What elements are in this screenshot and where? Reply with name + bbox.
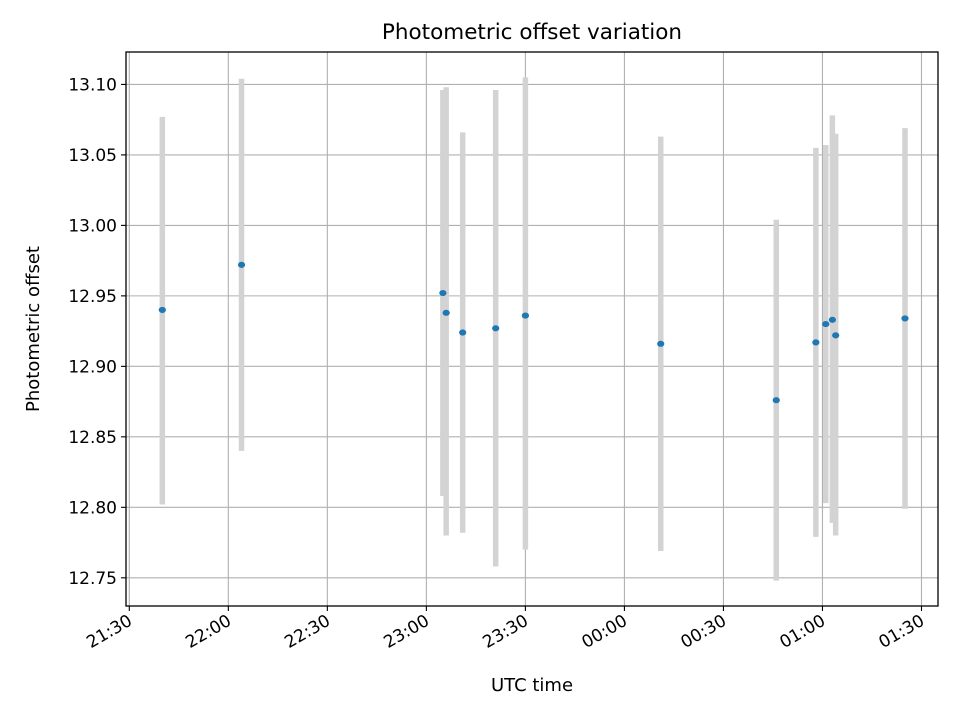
- y-tick-label: 12.75: [68, 569, 117, 589]
- data-point: [822, 320, 830, 328]
- data-point: [901, 315, 909, 322]
- y-tick-label: 12.80: [68, 498, 117, 518]
- chart-title: Photometric offset variation: [382, 20, 682, 45]
- data-point: [832, 332, 840, 339]
- data-point: [828, 316, 836, 323]
- data-point: [442, 309, 450, 316]
- data-point: [158, 306, 166, 314]
- y-tick-label: 12.90: [68, 357, 117, 377]
- y-tick-label: 12.85: [68, 428, 117, 448]
- data-point: [439, 289, 447, 297]
- data-points: [158, 261, 909, 404]
- data-point: [772, 397, 780, 404]
- y-tick-label: 13.00: [68, 216, 117, 236]
- y-tick-label: 12.95: [68, 287, 117, 307]
- y-axis: 12.75 12.80 12.85 12.90 12.95 13.00 13.05 13.10: [68, 75, 126, 589]
- data-point: [492, 325, 500, 332]
- y-tick-label: 13.05: [68, 146, 117, 166]
- data-point: [657, 340, 665, 347]
- x-axis-label: UTC time: [491, 675, 573, 696]
- data-point: [812, 339, 820, 346]
- y-axis-label: Photometric offset: [23, 246, 44, 412]
- data-point: [459, 329, 467, 336]
- data-point: [237, 261, 246, 268]
- plot-area: [126, 52, 938, 606]
- plot-frame: [125, 51, 939, 607]
- data-point: [521, 312, 529, 319]
- y-tick-label: 13.10: [68, 75, 117, 95]
